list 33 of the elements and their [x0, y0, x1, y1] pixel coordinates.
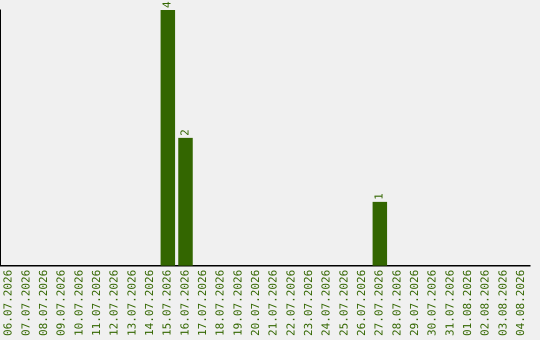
x-tick-label: 30.07.2026 [426, 270, 439, 336]
x-tick-label: 19.07.2026 [231, 270, 244, 336]
x-tick-label: 16.07.2026 [178, 270, 192, 336]
x-tick-label: 07.07.2026 [19, 270, 32, 336]
x-tick-label: 14.07.2026 [143, 270, 156, 336]
x-tick-label: 23.07.2026 [302, 270, 316, 336]
x-tick-label: 02.08.2026 [478, 270, 492, 336]
x-tick-label: 31.07.2026 [443, 270, 456, 336]
x-tick-label: 09.07.2026 [54, 270, 68, 336]
x-tick-label: 06.07.2026 [2, 270, 15, 336]
x-tick-label: 28.07.2026 [390, 270, 404, 336]
x-tick-label: 27.07.2026 [372, 270, 386, 336]
x-tick-label: 24.07.2026 [320, 270, 333, 336]
x-tick-label: 18.07.2026 [214, 270, 227, 336]
x-tick-label: 10.07.2026 [72, 270, 86, 336]
x-tick-label: 21.07.2026 [266, 270, 280, 336]
x-tick-label: 26.07.2026 [355, 270, 368, 336]
x-tick-label: 04.08.2026 [514, 270, 528, 336]
x-tick-label: 11.07.2026 [90, 270, 104, 336]
x-tick-label: 22.07.2026 [284, 270, 298, 336]
data-label: 1 [372, 193, 386, 200]
data-label: 2 [178, 129, 192, 136]
x-tick-label: 01.08.2026 [461, 270, 474, 336]
x-tick-label: 03.08.2026 [496, 270, 510, 336]
x-tick-label: 15.07.2026 [160, 270, 174, 336]
x-tick-label: 25.07.2026 [337, 270, 350, 336]
x-tick-label: 29.07.2026 [408, 270, 422, 336]
x-tick-label: 13.07.2026 [125, 270, 138, 336]
x-tick-label: 20.07.2026 [249, 270, 262, 336]
data-label: 4 [160, 1, 174, 8]
x-tick-label: 08.07.2026 [37, 270, 50, 336]
x-tick-label: 17.07.2026 [196, 270, 210, 336]
x-tick-label: 12.07.2026 [108, 270, 121, 336]
